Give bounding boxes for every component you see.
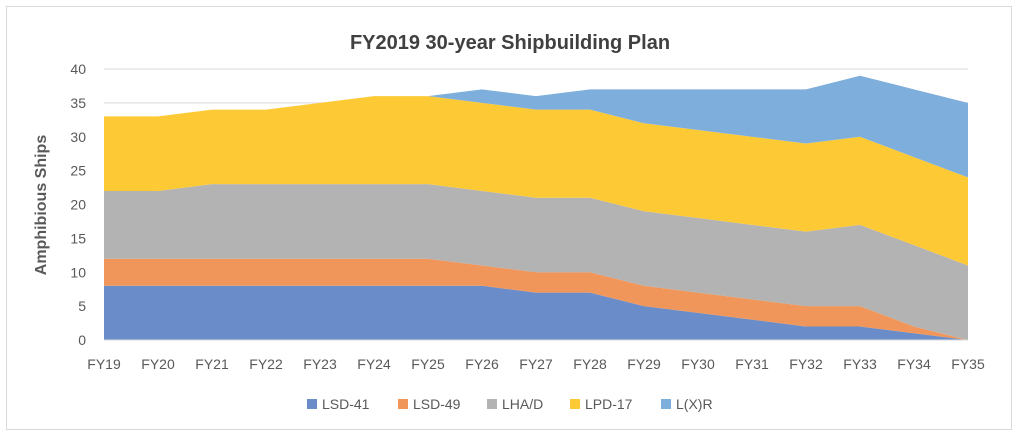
legend-item: LSD-41 [307,396,370,412]
legend-swatch [661,399,671,409]
area-l-x-r [104,75,968,178]
x-tick-label: FY19 [87,356,121,372]
x-tick-label: FY35 [951,356,985,372]
y-axis-ticks: 0 5 10 15 20 25 30 35 40 [70,61,86,348]
y-tick-label: 25 [70,163,86,179]
legend-item: LHA/D [487,396,543,412]
legend-label: L(X)R [676,396,713,412]
legend-label: LSD-41 [322,396,370,412]
y-tick-label: 5 [78,298,86,314]
legend-label: LHA/D [502,396,543,412]
y-tick-label: 0 [78,332,86,348]
area-series [104,75,968,341]
legend-item: LSD-49 [398,396,461,412]
x-tick-label: FY22 [249,356,283,372]
legend-swatch [398,399,408,409]
legend-label: LPD-17 [585,396,633,412]
legend-swatch [570,399,580,409]
x-tick-label: FY27 [519,356,553,372]
x-tick-label: FY33 [843,356,877,372]
y-tick-label: 35 [70,95,86,111]
x-tick-label: FY30 [681,356,715,372]
legend: LSD-41 LSD-49 LHA/D LPD-17 L(X)R [307,396,713,412]
y-axis-label: Amphibious Ships [33,135,50,276]
x-tick-label: FY23 [303,356,337,372]
area-lpd-17 [104,96,968,266]
legend-swatch [307,399,317,409]
y-tick-label: 15 [70,230,86,246]
legend-item: LPD-17 [570,396,633,412]
x-tick-label: FY29 [627,356,661,372]
x-tick-label: FY34 [897,356,931,372]
x-tick-label: FY24 [357,356,391,372]
y-tick-label: 40 [70,61,86,77]
x-tick-label: FY28 [573,356,607,372]
y-tick-label: 10 [70,264,86,280]
x-tick-label: FY31 [735,356,769,372]
x-axis-ticks: FY19 FY20 FY21 FY22 FY23 FY24 FY25 FY26 FY27 FY28… [87,356,985,372]
area-lsd-49 [104,258,968,340]
x-tick-label: FY25 [411,356,445,372]
chart-title: FY2019 30-year Shipbuilding Plan [350,32,670,54]
x-tick-label: FY21 [195,356,229,372]
legend-swatch [487,399,497,409]
area-lsd-41 [104,285,968,340]
y-tick-label: 30 [70,129,86,145]
x-tick-label: FY26 [465,356,499,372]
area-lha-d [104,184,968,340]
x-tick-label: FY20 [141,356,175,372]
legend-item: L(X)R [661,396,713,412]
legend-label: LSD-49 [413,396,461,412]
x-tick-label: FY32 [789,356,823,372]
y-tick-label: 20 [70,197,86,213]
